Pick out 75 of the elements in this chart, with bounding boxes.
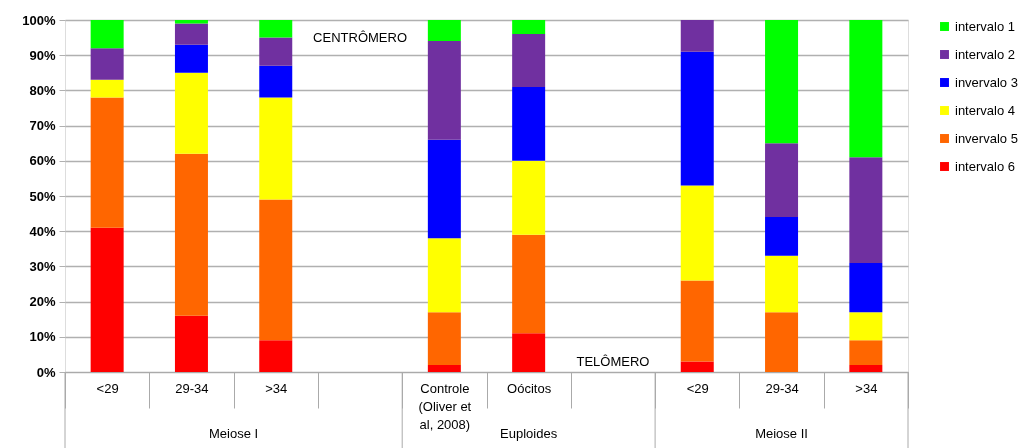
bar <box>512 20 546 35</box>
bar <box>174 20 208 24</box>
legend-label: invervalo 3 <box>955 74 1018 90</box>
legend-label: intervalo 2 <box>955 46 1015 62</box>
x-tick-label: Oócitos <box>507 380 552 396</box>
bar <box>765 312 799 372</box>
bar <box>765 217 799 256</box>
bar <box>849 312 883 341</box>
y-tick-label: 30% <box>29 258 56 274</box>
bar <box>680 280 714 362</box>
y-tick-label: 90% <box>29 47 56 63</box>
bar <box>512 34 546 87</box>
bar <box>259 20 293 38</box>
bar <box>849 157 883 263</box>
bar <box>849 20 883 158</box>
bar <box>765 255 799 313</box>
bar <box>680 361 714 372</box>
bar <box>680 51 714 186</box>
bar <box>427 238 461 313</box>
annotation: TELÔMERO <box>576 354 650 369</box>
y-tick-label: 10% <box>29 329 56 345</box>
bar <box>259 199 293 341</box>
bar <box>849 340 883 365</box>
y-tick-label: 70% <box>29 118 56 134</box>
bar <box>174 315 208 372</box>
bar <box>427 312 461 365</box>
y-tick-label: 0% <box>36 364 56 380</box>
x-tick-label: 29-34 <box>765 380 799 396</box>
bar <box>90 227 124 372</box>
y-tick-label: 50% <box>29 188 56 204</box>
x-tick-label: 29-34 <box>175 380 209 396</box>
bar <box>849 262 883 313</box>
bar <box>174 153 208 316</box>
x-tick-label: >34 <box>265 380 288 396</box>
bar <box>512 333 546 372</box>
y-tick-label: 40% <box>29 223 56 239</box>
bar <box>174 23 208 45</box>
bar <box>90 97 124 228</box>
bar <box>259 65 293 98</box>
bar <box>427 41 461 140</box>
bar <box>512 160 546 235</box>
legend-label: intervalo 1 <box>955 18 1015 34</box>
text: Meiose I <box>209 426 259 441</box>
bar <box>174 44 208 73</box>
y-tick-label: 60% <box>29 153 56 169</box>
annotation: CENTRÔMERO <box>313 30 407 45</box>
text: Euploides <box>500 426 558 441</box>
x-tick-label: <29 <box>686 380 709 396</box>
bar <box>427 139 461 239</box>
bar <box>427 20 461 42</box>
bar <box>90 20 124 49</box>
legend-label: intervalo 4 <box>955 102 1015 118</box>
legend-label: intervalo 6 <box>955 158 1015 174</box>
x-tick-label: >34 <box>855 380 878 396</box>
y-tick-label: 100% <box>22 12 56 28</box>
y-tick-label: 80% <box>29 82 56 98</box>
bar <box>259 97 293 200</box>
bar <box>512 234 546 334</box>
bar <box>765 143 799 218</box>
bar <box>680 20 714 52</box>
bar <box>259 340 293 372</box>
bar <box>849 364 883 372</box>
x-tick-label: Controle (Oliver et al, 2008) <box>418 380 472 432</box>
bar <box>512 86 546 161</box>
y-tick-label: 20% <box>29 294 56 310</box>
bar <box>174 72 208 154</box>
text: Meiose II <box>755 426 808 441</box>
bar <box>259 37 293 66</box>
bar <box>427 364 461 372</box>
bar <box>765 20 799 144</box>
legend-label: invervalo 5 <box>955 130 1018 146</box>
x-tick-label: <29 <box>96 380 119 396</box>
bar <box>90 48 124 80</box>
bar <box>90 79 124 98</box>
bar <box>680 185 714 281</box>
